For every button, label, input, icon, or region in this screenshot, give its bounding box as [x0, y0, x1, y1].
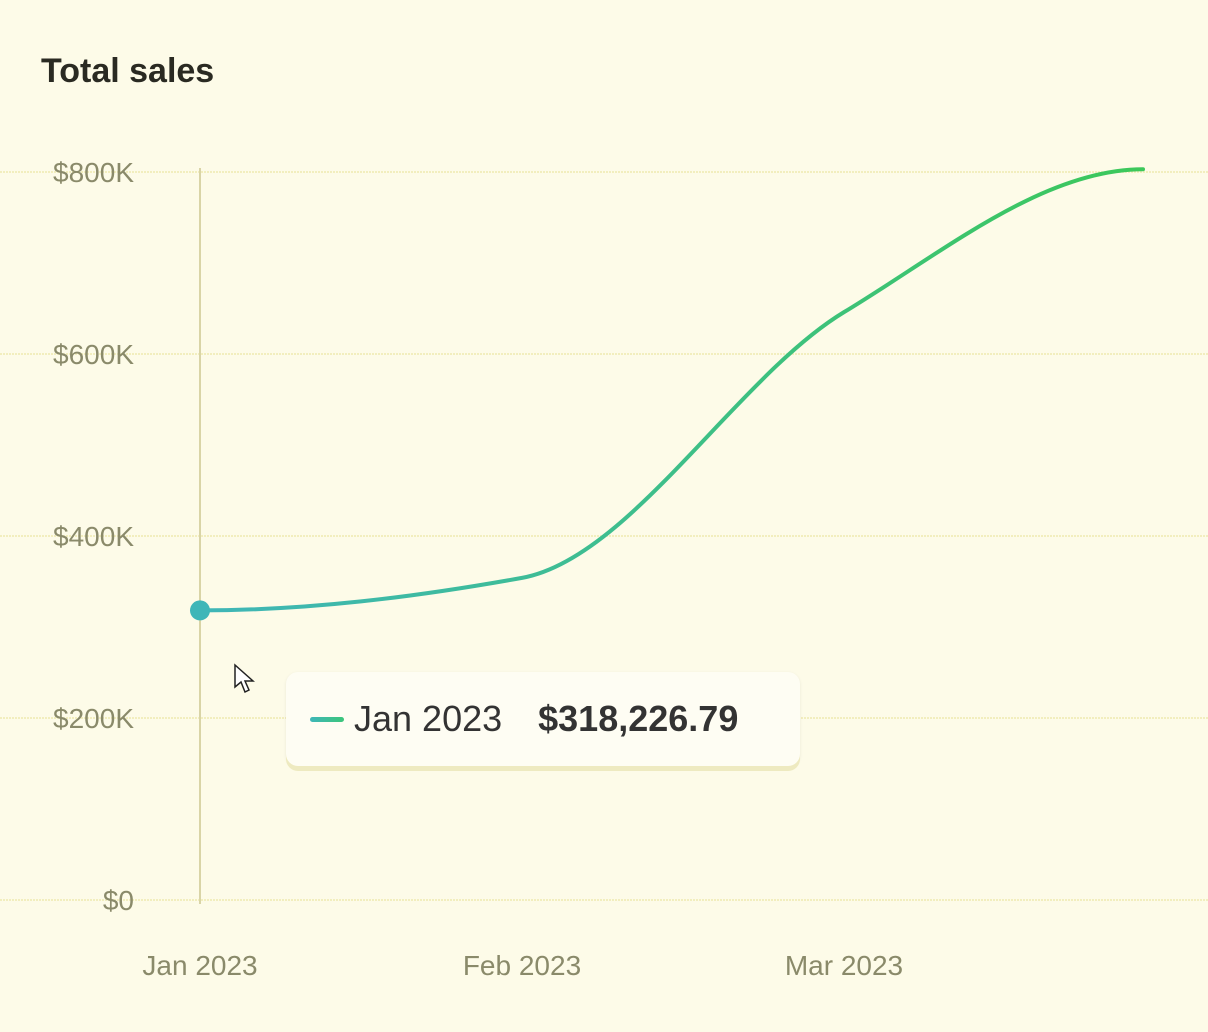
x-tick-label: Feb 2023: [463, 950, 581, 981]
tooltip-value: $318,226.79: [538, 698, 739, 739]
chart-title: Total sales: [41, 52, 215, 90]
series-line: [198, 167, 1145, 613]
y-tick-label: $800K: [53, 157, 134, 188]
x-tick-label: Mar 2023: [785, 950, 903, 981]
tooltip-series-swatch: [310, 716, 344, 722]
x-tick-label: Jan 2023: [142, 950, 257, 981]
tooltip-label: Jan 2023: [354, 698, 503, 739]
tooltip: Jan 2023 $318,226.79: [286, 672, 800, 766]
y-tick-label: $600K: [53, 339, 134, 370]
highlighted-data-point[interactable]: [190, 600, 210, 621]
arrow-cursor-icon: [234, 663, 255, 694]
y-tick-label: $200K: [53, 703, 134, 734]
y-tick-label: $0: [103, 885, 134, 916]
y-tick-label: $400K: [53, 521, 134, 552]
